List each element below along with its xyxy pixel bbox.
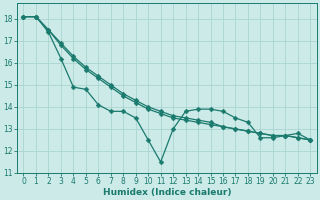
- X-axis label: Humidex (Indice chaleur): Humidex (Indice chaleur): [103, 188, 231, 197]
